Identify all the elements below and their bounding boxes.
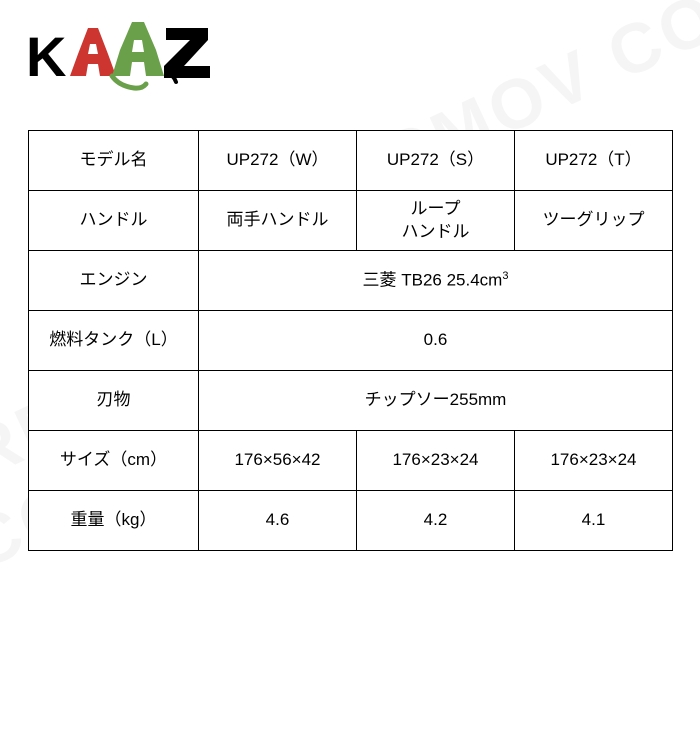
cell: 4.2: [357, 491, 515, 551]
row-label-weight: 重量（kg）: [29, 491, 199, 551]
cell: 4.6: [199, 491, 357, 551]
table-row: 刃物 チップソー255mm: [29, 371, 673, 431]
cell: 176×23×24: [515, 431, 673, 491]
table-row: 重量（kg） 4.6 4.2 4.1: [29, 491, 673, 551]
table-row: エンジン 三菱 TB26 25.4cm3: [29, 251, 673, 311]
header-col-s: UP272（S）: [357, 131, 515, 191]
cell: 176×56×42: [199, 431, 357, 491]
brand-logo: K: [24, 18, 214, 103]
row-label-handle: ハンドル: [29, 191, 199, 251]
spec-table: モデル名 UP272（W） UP272（S） UP272（T） ハンドル 両手ハ…: [28, 130, 673, 551]
table-row: サイズ（cm） 176×56×42 176×23×24 176×23×24: [29, 431, 673, 491]
row-label-blade: 刃物: [29, 371, 199, 431]
svg-text:K: K: [26, 25, 66, 88]
header-model-label: モデル名: [29, 131, 199, 191]
cell-span: 三菱 TB26 25.4cm3: [199, 251, 673, 311]
cell: 両手ハンドル: [199, 191, 357, 251]
header-col-w: UP272（W）: [199, 131, 357, 191]
row-label-engine: エンジン: [29, 251, 199, 311]
cell: 4.1: [515, 491, 673, 551]
cell-span: チップソー255mm: [199, 371, 673, 431]
table-row: ハンドル 両手ハンドル ループ ハンドル ツーグリップ: [29, 191, 673, 251]
cell: ループ ハンドル: [357, 191, 515, 251]
row-label-tank: 燃料タンク（L）: [29, 311, 199, 371]
row-label-size: サイズ（cm）: [29, 431, 199, 491]
table-row: 燃料タンク（L） 0.6: [29, 311, 673, 371]
cell: 176×23×24: [357, 431, 515, 491]
table-header-row: モデル名 UP272（W） UP272（S） UP272（T）: [29, 131, 673, 191]
cell: ツーグリップ: [515, 191, 673, 251]
cell-span: 0.6: [199, 311, 673, 371]
header-col-t: UP272（T）: [515, 131, 673, 191]
